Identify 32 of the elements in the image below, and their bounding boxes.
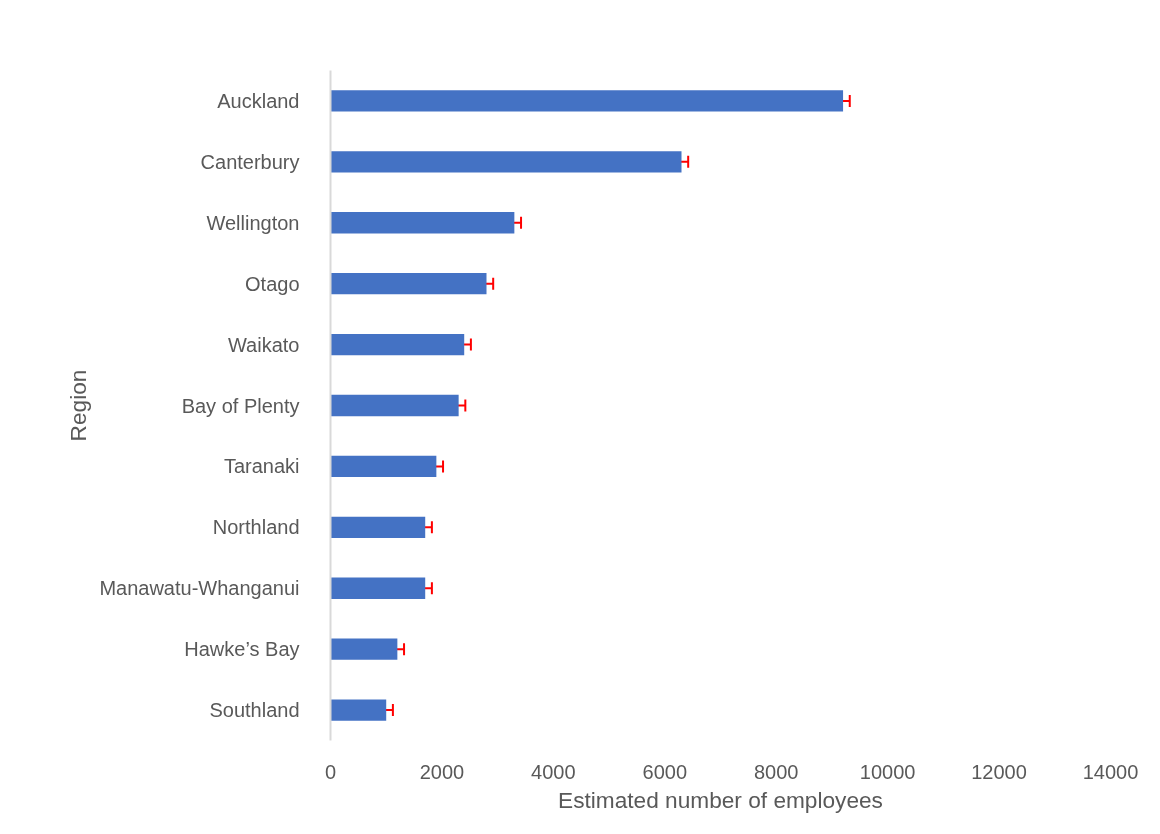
y-tick-label: Auckland: [217, 89, 300, 112]
bar: [330, 151, 682, 173]
x-axis-title: Estimated number of employees: [558, 786, 883, 813]
x-tick-label: 0: [324, 760, 337, 783]
y-tick-label: Southland: [209, 699, 300, 722]
bar: [330, 212, 515, 234]
x-tick-label: 2000: [419, 760, 465, 783]
bar: [330, 394, 459, 417]
y-tick-label: Manawatu-Whanganui: [99, 577, 300, 600]
bar: [330, 273, 487, 295]
x-tick-label: 14000: [1082, 760, 1139, 783]
y-tick-label: Otago: [245, 272, 300, 295]
bar: [330, 333, 465, 356]
bar: [330, 638, 398, 660]
bar: [330, 516, 426, 538]
y-tick-label: Hawke’s Bay: [184, 638, 300, 661]
y-tick-label: Northland: [212, 516, 300, 539]
bar: [330, 699, 387, 721]
y-tick-label: Taranaki: [223, 455, 300, 478]
x-tick-label: 12000: [971, 760, 1027, 783]
bar: [330, 90, 844, 112]
y-tick-label: Wellington: [206, 211, 300, 234]
bar: [330, 577, 426, 599]
x-tick-label: 4000: [531, 760, 576, 783]
x-tick-label: 10000: [859, 760, 916, 783]
bar: [330, 455, 437, 478]
y-axis-title: Region: [65, 369, 92, 442]
x-tick-label: 8000: [753, 760, 799, 783]
y-tick-label: Bay of Plenty: [181, 394, 300, 417]
x-tick-label: 6000: [642, 760, 688, 783]
y-tick-label: Waikato: [228, 333, 300, 356]
y-tick-label: Canterbury: [200, 150, 300, 173]
